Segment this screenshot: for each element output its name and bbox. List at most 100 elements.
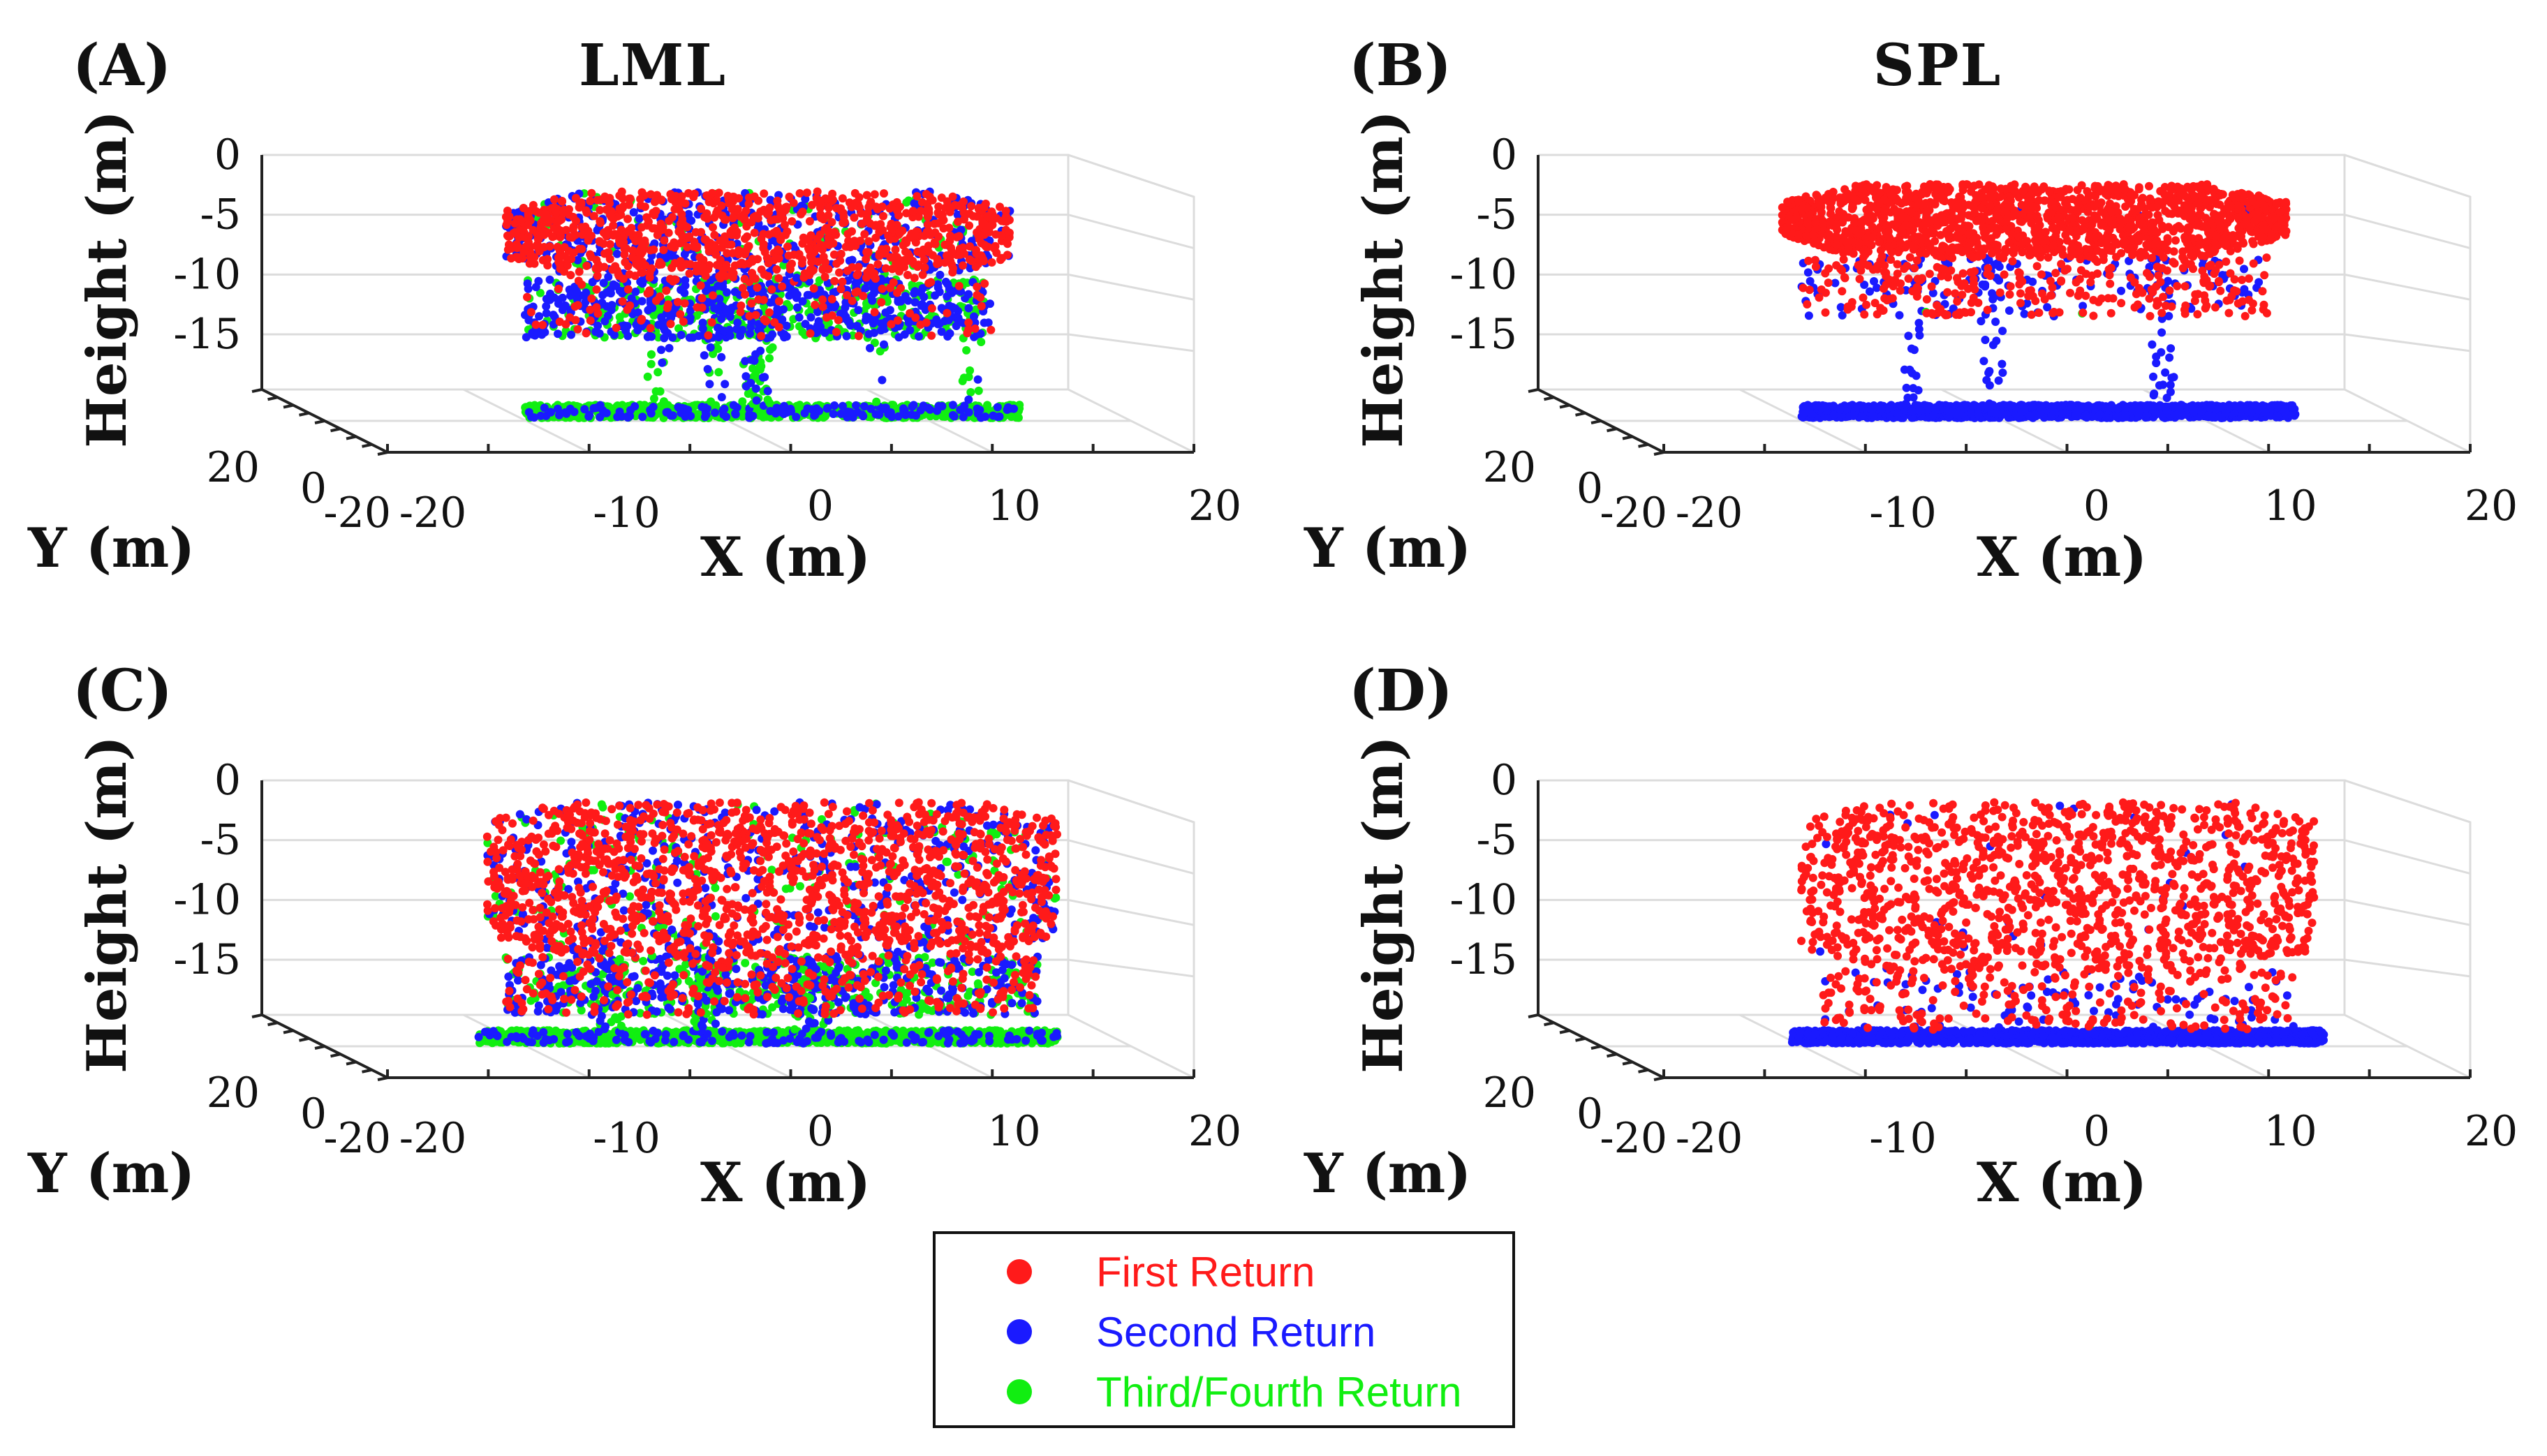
- point: [657, 346, 665, 355]
- point: [836, 285, 846, 294]
- point: [873, 260, 883, 269]
- point: [915, 332, 923, 341]
- point: [704, 239, 713, 248]
- point: [701, 272, 710, 281]
- point: [906, 309, 915, 318]
- point: [744, 389, 753, 398]
- point: [725, 312, 734, 321]
- point: [617, 192, 626, 201]
- point: [922, 190, 931, 199]
- y-axis-label: Y (m): [27, 517, 195, 580]
- point: [947, 247, 957, 256]
- point: [783, 242, 792, 251]
- point: [870, 328, 878, 337]
- point: [854, 332, 863, 341]
- point: [554, 329, 562, 339]
- point: [746, 329, 755, 338]
- z-tick-label: -5: [1477, 191, 1517, 239]
- point: [685, 269, 694, 278]
- point: [774, 297, 783, 306]
- point: [767, 216, 776, 225]
- point: [895, 202, 904, 211]
- point: [725, 325, 734, 334]
- point: [704, 331, 713, 340]
- point: [842, 332, 851, 341]
- point: [656, 292, 665, 301]
- point: [630, 402, 640, 411]
- point: [1849, 411, 1858, 419]
- point: [526, 308, 536, 317]
- point: [2058, 409, 2067, 418]
- point: [967, 202, 976, 211]
- point: [558, 306, 567, 314]
- x-tick-label: 10: [2264, 482, 2317, 530]
- point: [910, 298, 920, 307]
- point: [875, 410, 884, 419]
- point: [811, 300, 820, 309]
- point: [937, 327, 946, 336]
- point: [763, 387, 772, 396]
- point: [798, 297, 807, 306]
- point: [649, 394, 658, 403]
- point: [936, 270, 945, 279]
- point: [554, 284, 563, 293]
- x-tick-label: -10: [1869, 489, 1937, 537]
- point: [778, 315, 787, 324]
- point: [647, 409, 656, 418]
- point: [654, 320, 663, 329]
- point: [603, 248, 612, 257]
- point: [709, 223, 717, 232]
- point: [566, 232, 574, 242]
- point: [667, 195, 676, 204]
- y-tick-mark: [346, 435, 357, 440]
- point: [778, 282, 787, 291]
- point: [870, 269, 879, 278]
- series-second-return-ground: [1797, 401, 2300, 422]
- point: [2112, 412, 2121, 421]
- point: [977, 302, 986, 311]
- point: [531, 283, 540, 292]
- point: [665, 343, 674, 352]
- point: [765, 308, 774, 317]
- point: [1987, 408, 1996, 417]
- point: [1915, 406, 1924, 415]
- point: [523, 292, 531, 302]
- point: [656, 387, 665, 396]
- point: [604, 272, 613, 281]
- z-axis-label: Height (m): [75, 110, 139, 448]
- point: [774, 254, 783, 263]
- point: [891, 245, 900, 254]
- point: [2005, 401, 2014, 410]
- point: [996, 202, 1004, 211]
- point: [660, 334, 669, 343]
- point: [773, 196, 782, 205]
- panel-label: (B): [1349, 32, 1452, 99]
- point: [792, 290, 802, 299]
- point: [728, 230, 737, 239]
- point: [754, 196, 763, 205]
- point: [2015, 412, 2024, 421]
- point: [1966, 409, 1975, 418]
- point: [751, 350, 760, 359]
- point: [966, 366, 975, 375]
- x-tick-label: 0: [2083, 482, 2110, 530]
- point: [820, 328, 829, 337]
- point: [977, 413, 985, 422]
- point: [852, 401, 860, 410]
- point: [1868, 405, 1877, 414]
- panel-label: (A): [73, 32, 171, 99]
- point: [753, 214, 762, 223]
- point: [997, 232, 1006, 241]
- point: [948, 401, 957, 410]
- point: [917, 249, 926, 258]
- point: [816, 196, 825, 205]
- point: [880, 249, 889, 258]
- point: [798, 239, 807, 248]
- point: [984, 318, 993, 327]
- point: [928, 195, 937, 205]
- point: [586, 197, 595, 205]
- point: [538, 255, 547, 265]
- point: [587, 188, 596, 198]
- point: [979, 202, 988, 211]
- point: [657, 260, 666, 269]
